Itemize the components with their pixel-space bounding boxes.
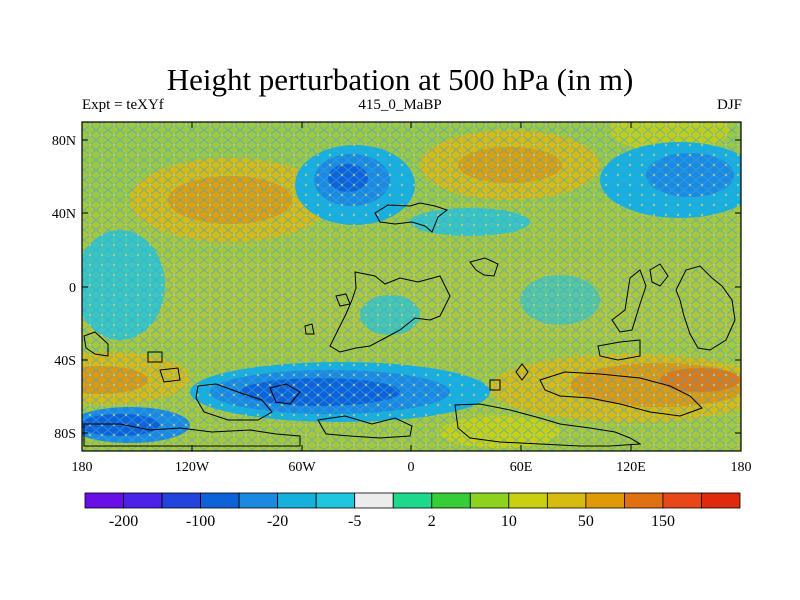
x-tick-label: 180 [72,460,93,475]
colorbar-box [161,492,201,509]
colorbar-label: 2 [428,513,436,530]
colorbar-box [123,492,163,509]
y-ticks [82,139,741,434]
colorbar-box [277,492,317,509]
colorbar-box [315,492,356,509]
x-tick-label: 0 [408,460,415,475]
y-tick-label: 80N [52,134,76,149]
colorbar-box [585,492,625,509]
colorbar-label: -20 [267,513,288,530]
coastlines [83,202,736,447]
y-tick-label: 80S [54,427,76,442]
colorbar-box [662,492,702,509]
colorbar-box [546,492,587,509]
right-string: DJF [716,97,742,113]
filled-contours [82,122,741,451]
colorbar-box [84,492,124,509]
x-ticks [81,122,742,451]
colorbar [84,492,741,509]
colorbar-label: 50 [578,513,594,530]
plot-title: Height perturbation at 500 hPa (in m) [166,62,634,97]
colorbar-box [508,492,548,509]
y-tick-label: 40N [52,207,76,222]
colorbar-label: 150 [651,513,675,530]
y-tick-labels: 80N 40N 0 40S 80S [52,134,76,442]
x-tick-label: 120E [616,460,646,475]
x-tick-label: 120W [175,460,210,475]
x-tick-labels: 180 120W 60W 0 60E 120E 180 [72,460,752,475]
colorbar-labels: -200 -100 -20 -5 2 10 50 150 [109,513,675,530]
colorbar-box [431,492,471,509]
colorbar-label: 10 [501,513,517,530]
colorbar-box [392,492,433,509]
colorbar-label: -100 [186,513,215,530]
colorbar-box [624,492,664,509]
left-string: Expt = teXYf [82,97,164,113]
colorbar-box [200,492,240,509]
colorbar-label: -200 [109,513,138,530]
colorbar-box [354,492,394,509]
colorbar-box [701,492,741,509]
colorbar-box [238,492,279,509]
x-tick-label: 180 [731,460,752,475]
colorbar-box [469,492,510,509]
center-string: 415_0_MaBP [358,97,442,113]
colorbar-label: -5 [348,513,361,530]
y-tick-label: 0 [69,281,76,296]
x-tick-label: 60E [510,460,533,475]
y-tick-label: 40S [54,354,76,369]
x-tick-label: 60W [288,460,316,475]
